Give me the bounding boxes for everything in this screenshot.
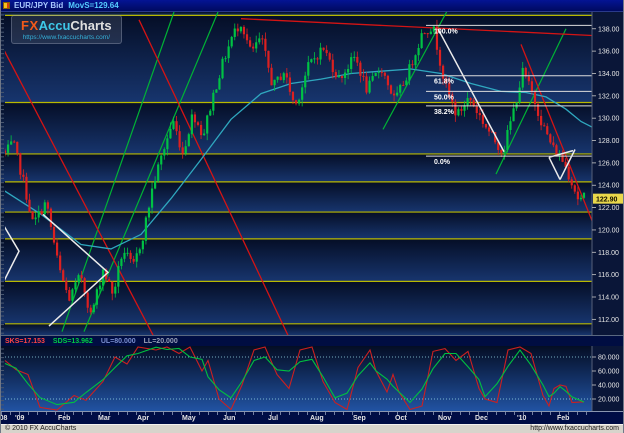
fib-label: 0.0% <box>434 159 451 166</box>
last-price-tag <box>593 193 623 204</box>
fib-label: 38.2% <box>434 109 455 116</box>
price-tick-label: 124.00 <box>598 183 620 190</box>
white-pattern-lines <box>5 28 576 327</box>
price-chart-canvas[interactable]: 100.0% 61.8% 50.0% 38.2% 0.0% 138.00 136.00 134… <box>1 12 624 335</box>
price-tick-label: 130.00 <box>598 116 620 123</box>
stochastic-panel: 80.000 60.000 40.000 20.000 <box>1 346 623 411</box>
stochastic-d-line <box>4 346 585 406</box>
axis-month-label: Mar <box>98 415 111 422</box>
price-tick-label: 126.00 <box>598 160 620 167</box>
axis-month-label: Apr <box>137 415 150 422</box>
left-axis-ticks <box>1 14 4 334</box>
title-bar: EUR/JPY Bid MovS=129.64 <box>1 0 623 12</box>
price-tick-label: 114.00 <box>598 295 619 302</box>
stochastic-bands <box>5 356 592 400</box>
stochastic-lower-level: LL=20.000 <box>143 337 178 345</box>
axis-month-label: Nov <box>438 415 452 422</box>
price-tick-label: 118.00 <box>598 250 619 257</box>
indicator-params-bar: SKS=17.153 SDS=13.962 UL=80.000 LL=20.00… <box>1 335 623 346</box>
price-tick-label: 112.00 <box>598 317 619 324</box>
chart-icon <box>3 2 10 9</box>
stoch-tick-label: 80.000 <box>598 355 620 362</box>
axis-month-label: '10 <box>517 415 527 422</box>
axis-month-label: Oct <box>395 415 407 422</box>
stochastic-upper-level: UL=80.000 <box>100 337 136 345</box>
stochastic-chart-canvas[interactable]: 80.000 60.000 40.000 20.000 <box>1 346 624 411</box>
axis-month-label: May <box>182 415 196 422</box>
stoch-tick-label: 40.000 <box>598 383 620 390</box>
price-tick-label: 132.00 <box>598 93 620 100</box>
background-bands <box>1 12 592 335</box>
axis-month-label: Aug <box>310 415 324 422</box>
stochastic-d-value: SDS=13.962 <box>52 337 93 345</box>
time-axis[interactable]: '08 '09 Feb Mar Apr May Jun Jul Aug Sep Oct Nov Dec '… <box>1 411 623 424</box>
axis-month-label: Jun <box>223 415 236 422</box>
stoch-tick-label: 60.000 <box>598 369 620 376</box>
stoch-left-ticks <box>1 348 4 410</box>
status-bar: © 2010 FX AccuCharts http://www.fxaccuch… <box>1 424 623 433</box>
fib-label: 50.0% <box>434 94 455 101</box>
price-tick-label: 134.00 <box>598 71 620 78</box>
chart-title-moving-average: MovS=129.64 <box>68 1 119 10</box>
candlesticks <box>5 19 586 315</box>
axis-month-label: '09 <box>15 415 25 422</box>
stochastic-k-line <box>4 346 585 411</box>
axis-month-label: Jul <box>268 415 279 422</box>
price-tick-label: 138.00 <box>598 26 620 33</box>
statusbar-url: http://www.fxaccucharts.com <box>530 425 619 432</box>
axis-month-label: Feb <box>557 415 570 422</box>
last-price-label: 122.90 <box>596 196 618 203</box>
chart-title-instrument: EUR/JPY Bid <box>14 1 64 10</box>
stochastic-axis[interactable]: 80.000 60.000 40.000 20.000 <box>591 346 624 411</box>
fibonacci-retracement: 100.0% 61.8% 50.0% 38.2% 0.0% <box>426 24 597 166</box>
price-tick-label: 120.00 <box>598 227 620 234</box>
price-tick-label: 116.00 <box>598 272 619 279</box>
time-axis-ticks <box>1 412 592 415</box>
stoch-tick-label: 20.000 <box>598 397 620 404</box>
axis-month-label: Sep <box>353 415 366 422</box>
stochastic-k-value: SKS=17.153 <box>5 337 45 345</box>
axis-month-label: Dec <box>475 415 488 422</box>
fib-label: 61.8% <box>434 79 455 86</box>
price-axis[interactable]: 138.00 136.00 134.00 132.00 130.00 128.00 126.… <box>591 12 624 335</box>
price-tick-label: 136.00 <box>598 49 620 56</box>
price-tick-label: 128.00 <box>598 138 620 145</box>
copyright-text: © 2010 FX AccuCharts <box>5 425 77 432</box>
fib-label: 100.0% <box>434 28 459 35</box>
axis-month-label: Feb <box>58 415 71 422</box>
price-tick-label: 122.00 <box>598 205 620 212</box>
price-chart-panel: 100.0% 61.8% 50.0% 38.2% 0.0% 138.00 136.00 134… <box>1 12 623 335</box>
axis-month-label: '08 <box>0 415 8 422</box>
stochastic-background <box>1 346 592 411</box>
red-trendlines <box>5 18 592 335</box>
